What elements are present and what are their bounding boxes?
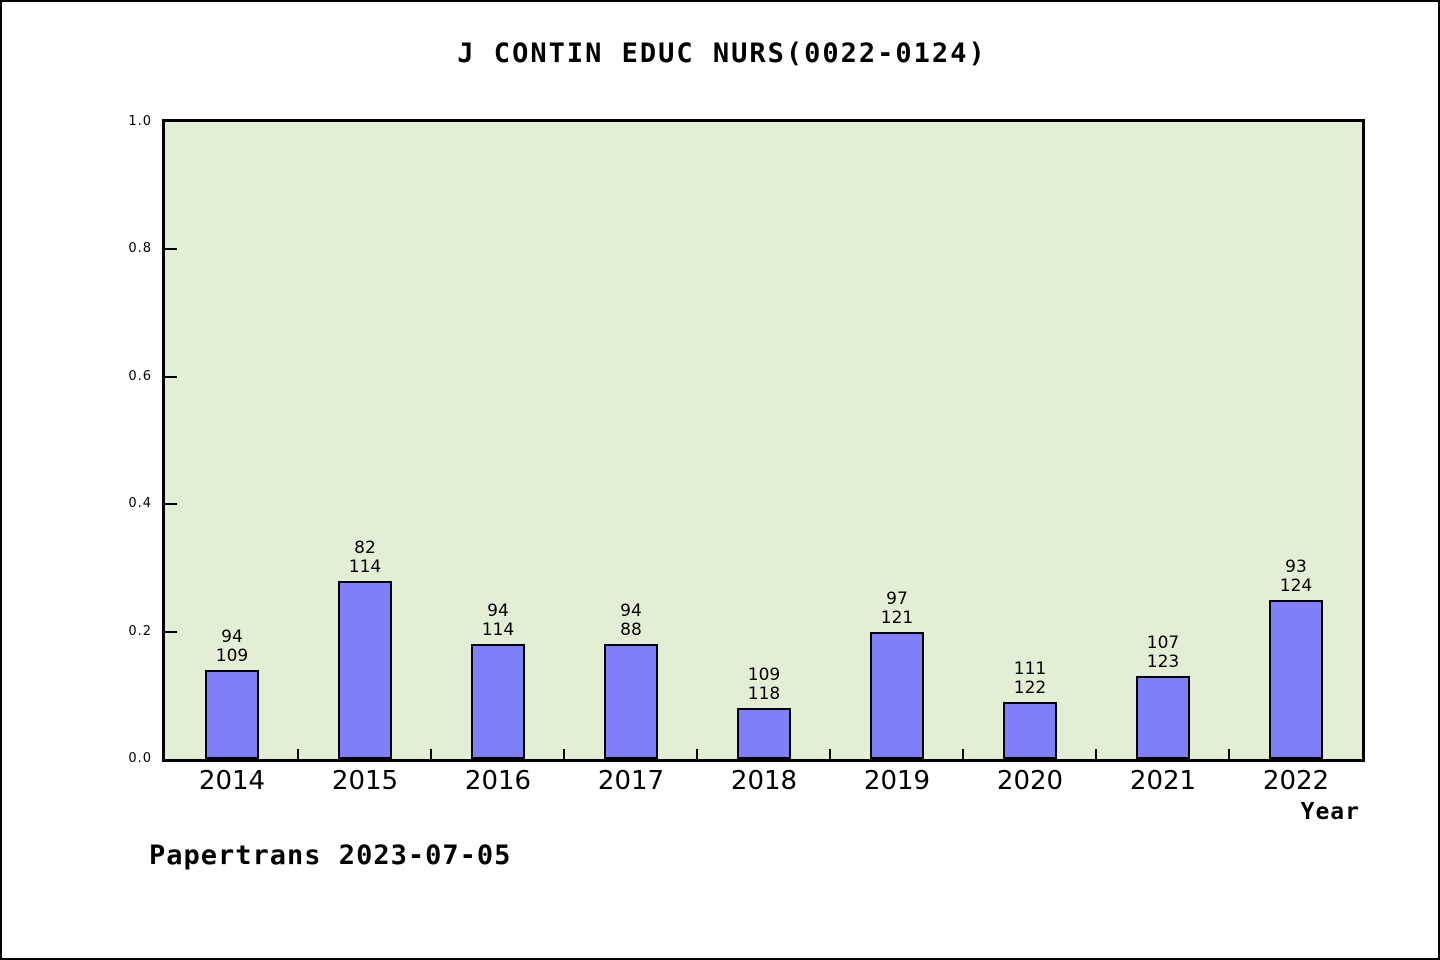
y-tick-label: 0.0 bbox=[128, 751, 152, 766]
bar bbox=[1269, 600, 1323, 759]
x-tick-label: 2022 bbox=[1262, 766, 1330, 796]
bar-value-label: 97 121 bbox=[880, 589, 914, 628]
x-minor-tick bbox=[563, 749, 565, 759]
y-tick bbox=[165, 503, 177, 505]
x-tick-label: 2018 bbox=[730, 766, 798, 796]
x-minor-tick bbox=[297, 749, 299, 759]
bar bbox=[205, 670, 259, 759]
y-tick-labels: 0.0 0.2 0.4 0.6 0.8 1.0 bbox=[2, 115, 152, 766]
bar-value-label: 82 114 bbox=[348, 538, 382, 577]
y-tick-label: 0.8 bbox=[128, 241, 152, 256]
bar bbox=[471, 644, 525, 759]
x-tick-label: 2020 bbox=[996, 766, 1064, 796]
x-minor-tick bbox=[696, 749, 698, 759]
bar bbox=[338, 581, 392, 759]
x-tick-label: 2017 bbox=[597, 766, 665, 796]
chart-title: J CONTIN EDUC NURS(0022-0124) bbox=[457, 38, 987, 69]
bar bbox=[870, 632, 924, 759]
bar bbox=[1003, 702, 1057, 759]
y-tick-label: 0.4 bbox=[128, 496, 152, 511]
y-tick bbox=[165, 631, 177, 633]
x-tick-label: 2019 bbox=[863, 766, 931, 796]
bar-value-label: 109 118 bbox=[747, 665, 781, 704]
bar-value-label: 111 122 bbox=[1013, 659, 1047, 698]
x-tick-label: 2016 bbox=[464, 766, 532, 796]
footer-text: Papertrans 2023-07-05 bbox=[149, 840, 512, 871]
x-minor-tick bbox=[1228, 749, 1230, 759]
plot-area: 94 109 82 114 94 114 94 88 109 118 97 121 111 … bbox=[162, 119, 1365, 762]
x-tick-label: 2015 bbox=[331, 766, 399, 796]
bar-value-label: 94 114 bbox=[481, 601, 515, 640]
x-tick-labels: 2014 2015 2016 2017 2018 2019 2020 2021 2022 bbox=[162, 766, 1365, 802]
x-tick-label: 2021 bbox=[1129, 766, 1197, 796]
bar bbox=[604, 644, 658, 759]
x-minor-tick bbox=[1095, 749, 1097, 759]
x-axis-label: Year bbox=[1300, 799, 1360, 825]
y-tick-label: 1.0 bbox=[128, 114, 152, 129]
x-minor-tick bbox=[829, 749, 831, 759]
y-tick bbox=[165, 376, 177, 378]
y-tick-label: 0.6 bbox=[128, 369, 152, 384]
x-minor-tick bbox=[430, 749, 432, 759]
y-tick bbox=[165, 248, 177, 250]
y-tick-label: 0.2 bbox=[128, 624, 152, 639]
x-tick-label: 2014 bbox=[198, 766, 266, 796]
x-minor-tick bbox=[962, 749, 964, 759]
bar bbox=[1136, 676, 1190, 759]
bar-value-label: 107 123 bbox=[1146, 633, 1180, 672]
bar bbox=[737, 708, 791, 759]
bar-value-label: 94 88 bbox=[620, 601, 642, 640]
bar-value-label: 93 124 bbox=[1279, 557, 1313, 596]
bar-value-label: 94 109 bbox=[215, 627, 249, 666]
